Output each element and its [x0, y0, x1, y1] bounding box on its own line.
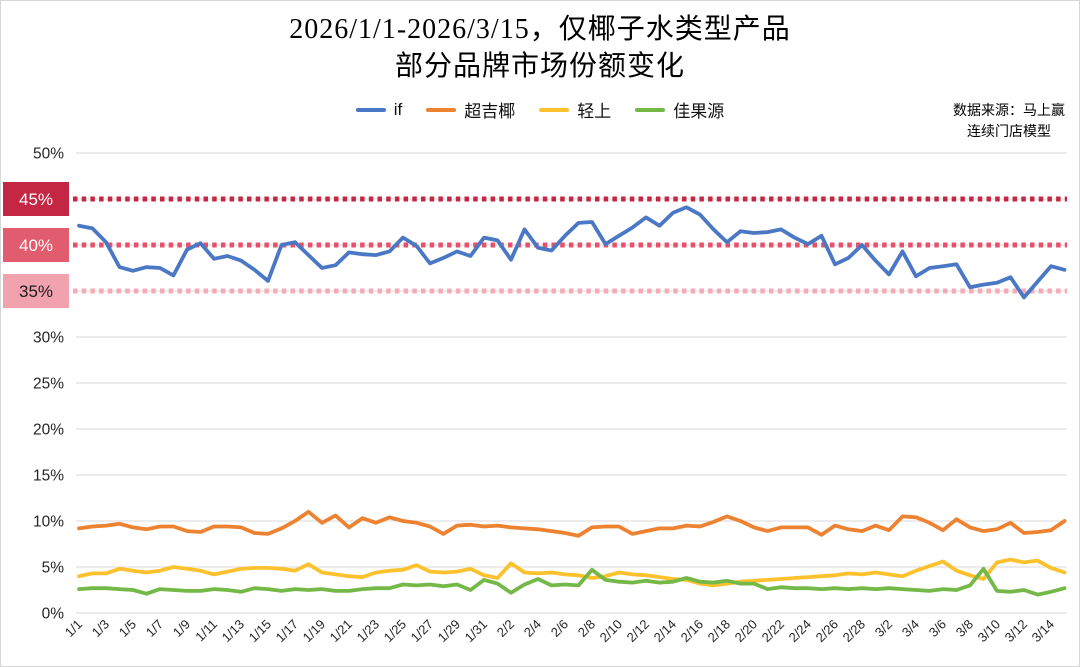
- x-tick-label: 2/12: [624, 617, 653, 646]
- y-tick-label: 25%: [33, 376, 64, 393]
- x-tick-label: 2/20: [732, 617, 761, 646]
- x-tick-label: 1/23: [354, 617, 383, 646]
- legend-label: 超吉椰: [464, 102, 516, 121]
- x-tick-label: 1/27: [408, 617, 437, 646]
- y-tick-label: 15%: [33, 468, 64, 485]
- x-tick-label: 1/1: [62, 617, 85, 640]
- x-tick-label: 2/8: [575, 617, 598, 640]
- x-tick-label: 3/2: [872, 617, 895, 640]
- series-line-超吉椰: [77, 509, 1067, 538]
- y-tick-label: 50%: [33, 146, 64, 163]
- line-swatch-icon: [426, 107, 457, 112]
- x-tick-label: 2/10: [597, 617, 626, 646]
- x-tick-label: 2/4: [521, 617, 544, 640]
- data-source-line1: 数据来源：马上赢: [953, 104, 1065, 119]
- x-tick-label: 1/15: [246, 617, 275, 646]
- y-tick-label: 5%: [42, 560, 65, 577]
- legend-item-chaojiye[interactable]: 超吉椰: [426, 97, 515, 122]
- x-tick-label: 1/21: [327, 617, 356, 646]
- x-tick-label: 1/3: [89, 617, 112, 640]
- x-tick-label: 2/28: [840, 617, 869, 646]
- y-tick-label: 40%: [19, 236, 53, 255]
- x-tick-label: 3/10: [975, 617, 1004, 646]
- x-tick-label: 3/8: [953, 617, 976, 640]
- x-tick-label: 1/5: [116, 617, 139, 640]
- chart-title-line2: 部分品牌市场份额变化: [394, 51, 685, 82]
- legend-label: 佳果源: [673, 102, 725, 121]
- threshold-box-35: [3, 274, 69, 308]
- legend-label: 轻上: [577, 102, 612, 121]
- line-swatch-icon: [539, 107, 570, 112]
- x-tick-label: 2/26: [813, 617, 842, 646]
- series-line-佳果源: [77, 566, 1067, 597]
- x-tick-label: 2/24: [786, 617, 815, 646]
- legend-item-jiaguoyuan[interactable]: 佳果源: [635, 97, 724, 122]
- x-tick-label: 1/9: [170, 617, 193, 640]
- line-swatch-icon: [635, 107, 666, 112]
- x-tick-label: 2/2: [494, 617, 517, 640]
- x-tick-label: 2/6: [548, 617, 571, 640]
- threshold-box-40: [3, 228, 69, 262]
- legend-item-if[interactable]: if: [355, 99, 403, 120]
- x-tick-label: 1/7: [143, 617, 166, 640]
- chart-title: 2026/1/1-2026/3/15，仅椰子水类型产品 部分品牌市场份额变化: [1, 11, 1079, 85]
- y-tick-label: 35%: [19, 282, 53, 301]
- x-tick-label: 1/19: [300, 617, 329, 646]
- x-tick-label: 3/4: [899, 617, 922, 640]
- y-tick-label: 10%: [33, 514, 64, 531]
- x-tick-label: 1/11: [192, 617, 220, 645]
- x-tick-label: 2/14: [651, 617, 680, 646]
- x-tick-label: 3/14: [1029, 617, 1058, 646]
- x-tick-label: 2/16: [678, 617, 707, 646]
- y-tick-label: 20%: [33, 422, 64, 439]
- y-tick-label: 0%: [42, 606, 65, 623]
- x-tick-label: 2/22: [759, 617, 788, 646]
- x-tick-label: 1/31: [462, 617, 491, 646]
- legend-item-qingshang[interactable]: 轻上: [539, 97, 611, 122]
- x-tick-label: 1/29: [435, 617, 464, 646]
- legend: if 超吉椰 轻上 佳果源: [1, 97, 1079, 122]
- series-line-轻上: [77, 557, 1067, 588]
- series-line-if: [77, 205, 1067, 300]
- x-tick-label: 2/18: [705, 617, 734, 646]
- x-tick-label: 1/17: [273, 617, 302, 646]
- line-swatch-icon: [355, 107, 386, 112]
- data-source-note: 数据来源：马上赢 连续门店模型: [953, 101, 1065, 143]
- y-tick-label: 30%: [33, 330, 64, 347]
- x-tick-label: 3/6: [926, 617, 949, 640]
- legend-label: if: [393, 99, 403, 119]
- x-tick-label: 1/13: [219, 617, 248, 646]
- data-source-line2: 连续门店模型: [967, 125, 1051, 140]
- y-tick-label: 45%: [19, 190, 53, 209]
- chart-title-line1: 2026/1/1-2026/3/15，仅椰子水类型产品: [289, 14, 791, 45]
- x-tick-label: 1/25: [381, 617, 410, 646]
- threshold-box-45: [3, 182, 69, 216]
- x-tick-label: 3/12: [1002, 617, 1031, 646]
